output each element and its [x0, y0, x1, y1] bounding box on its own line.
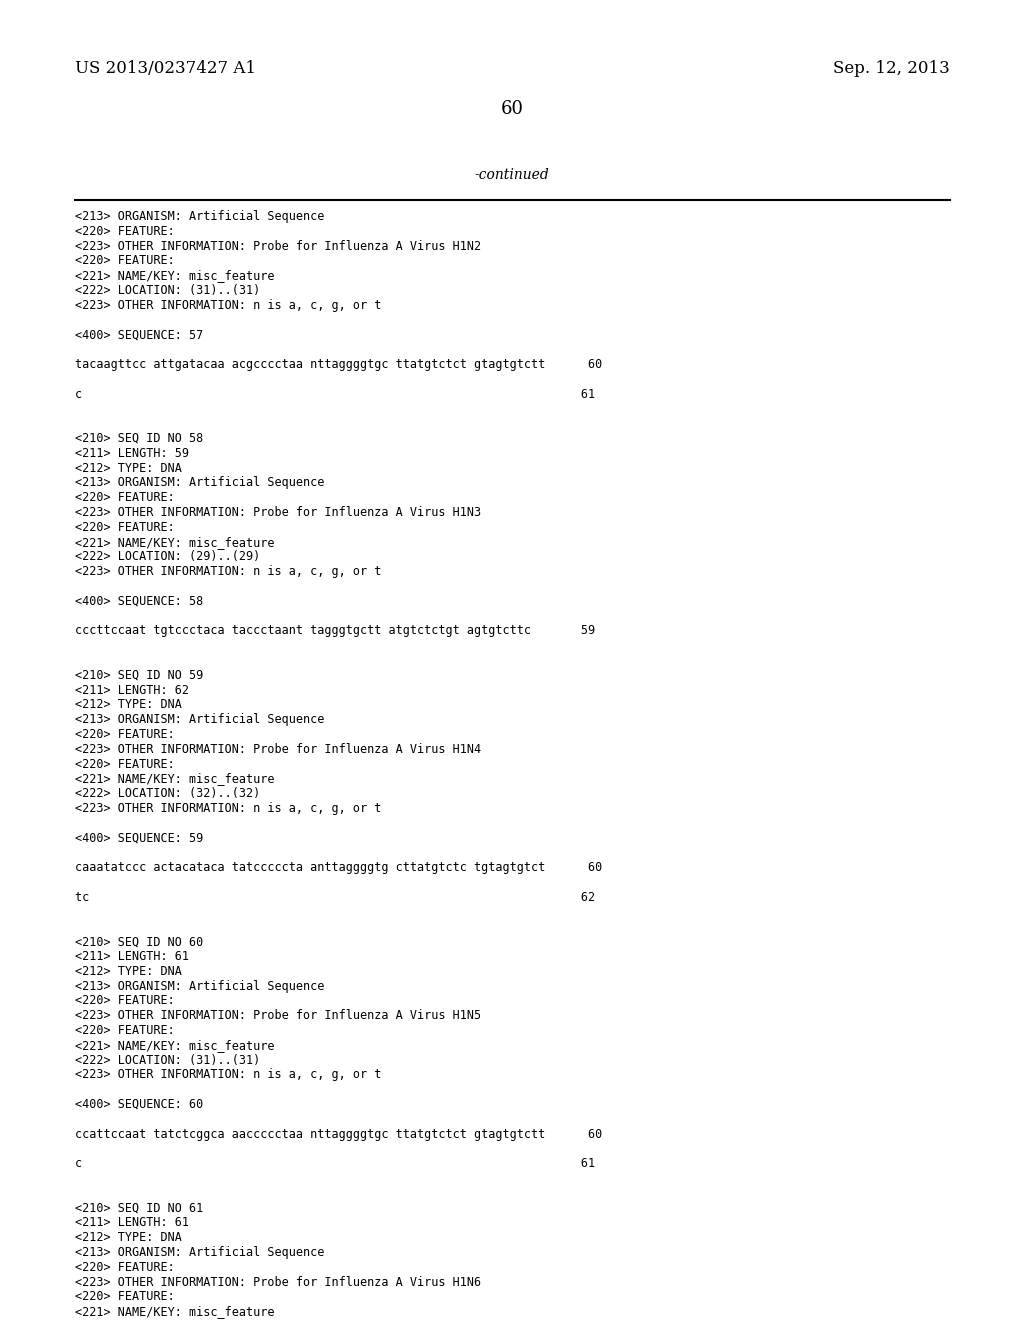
Text: caaatatccc actacataca tatcccccta anttaggggtg cttatgtctc tgtagtgtct      60: caaatatccc actacataca tatcccccta anttagg… [75, 861, 602, 874]
Text: -continued: -continued [475, 168, 549, 182]
Text: <220> FEATURE:: <220> FEATURE: [75, 491, 175, 504]
Text: <220> FEATURE:: <220> FEATURE: [75, 1291, 175, 1303]
Text: US 2013/0237427 A1: US 2013/0237427 A1 [75, 59, 256, 77]
Text: <211> LENGTH: 62: <211> LENGTH: 62 [75, 684, 189, 697]
Text: <220> FEATURE:: <220> FEATURE: [75, 1024, 175, 1038]
Text: <223> OTHER INFORMATION: Probe for Influenza A Virus H1N4: <223> OTHER INFORMATION: Probe for Influ… [75, 743, 481, 756]
Text: <220> FEATURE:: <220> FEATURE: [75, 224, 175, 238]
Text: <213> ORGANISM: Artificial Sequence: <213> ORGANISM: Artificial Sequence [75, 713, 325, 726]
Text: <223> OTHER INFORMATION: n is a, c, g, or t: <223> OTHER INFORMATION: n is a, c, g, o… [75, 298, 381, 312]
Text: <211> LENGTH: 61: <211> LENGTH: 61 [75, 950, 189, 964]
Text: <222> LOCATION: (31)..(31): <222> LOCATION: (31)..(31) [75, 284, 260, 297]
Text: c                                                                      61: c 61 [75, 1158, 595, 1171]
Text: <212> TYPE: DNA: <212> TYPE: DNA [75, 462, 182, 475]
Text: <212> TYPE: DNA: <212> TYPE: DNA [75, 698, 182, 711]
Text: <210> SEQ ID NO 60: <210> SEQ ID NO 60 [75, 935, 203, 948]
Text: <222> LOCATION: (29)..(29): <222> LOCATION: (29)..(29) [75, 550, 260, 564]
Text: <222> LOCATION: (31)..(31): <222> LOCATION: (31)..(31) [75, 1053, 260, 1067]
Text: <223> OTHER INFORMATION: n is a, c, g, or t: <223> OTHER INFORMATION: n is a, c, g, o… [75, 803, 381, 814]
Text: <223> OTHER INFORMATION: n is a, c, g, or t: <223> OTHER INFORMATION: n is a, c, g, o… [75, 1068, 381, 1081]
Text: <221> NAME/KEY: misc_feature: <221> NAME/KEY: misc_feature [75, 1305, 274, 1319]
Text: <213> ORGANISM: Artificial Sequence: <213> ORGANISM: Artificial Sequence [75, 210, 325, 223]
Text: <222> LOCATION: (32)..(32): <222> LOCATION: (32)..(32) [75, 787, 260, 800]
Text: <220> FEATURE:: <220> FEATURE: [75, 255, 175, 268]
Text: cccttccaat tgtccctaca taccctaant tagggtgctt atgtctctgt agtgtcttc       59: cccttccaat tgtccctaca taccctaant tagggtg… [75, 624, 595, 638]
Text: <220> FEATURE:: <220> FEATURE: [75, 758, 175, 771]
Text: 60: 60 [501, 100, 523, 117]
Text: <220> FEATURE:: <220> FEATURE: [75, 994, 175, 1007]
Text: Sep. 12, 2013: Sep. 12, 2013 [834, 59, 950, 77]
Text: <221> NAME/KEY: misc_feature: <221> NAME/KEY: misc_feature [75, 269, 274, 282]
Text: <400> SEQUENCE: 60: <400> SEQUENCE: 60 [75, 1098, 203, 1111]
Text: <223> OTHER INFORMATION: Probe for Influenza A Virus H1N2: <223> OTHER INFORMATION: Probe for Influ… [75, 240, 481, 252]
Text: <221> NAME/KEY: misc_feature: <221> NAME/KEY: misc_feature [75, 1039, 274, 1052]
Text: <210> SEQ ID NO 58: <210> SEQ ID NO 58 [75, 432, 203, 445]
Text: <221> NAME/KEY: misc_feature: <221> NAME/KEY: misc_feature [75, 536, 274, 549]
Text: <400> SEQUENCE: 57: <400> SEQUENCE: 57 [75, 329, 203, 342]
Text: <223> OTHER INFORMATION: Probe for Influenza A Virus H1N5: <223> OTHER INFORMATION: Probe for Influ… [75, 1010, 481, 1022]
Text: <210> SEQ ID NO 61: <210> SEQ ID NO 61 [75, 1201, 203, 1214]
Text: <210> SEQ ID NO 59: <210> SEQ ID NO 59 [75, 669, 203, 682]
Text: <220> FEATURE:: <220> FEATURE: [75, 729, 175, 741]
Text: <213> ORGANISM: Artificial Sequence: <213> ORGANISM: Artificial Sequence [75, 979, 325, 993]
Text: ccattccaat tatctcggca aaccccctaa nttaggggtgc ttatgtctct gtagtgtctt      60: ccattccaat tatctcggca aaccccctaa nttaggg… [75, 1127, 602, 1140]
Text: <211> LENGTH: 61: <211> LENGTH: 61 [75, 1217, 189, 1229]
Text: <213> ORGANISM: Artificial Sequence: <213> ORGANISM: Artificial Sequence [75, 1246, 325, 1259]
Text: <223> OTHER INFORMATION: n is a, c, g, or t: <223> OTHER INFORMATION: n is a, c, g, o… [75, 565, 381, 578]
Text: <400> SEQUENCE: 59: <400> SEQUENCE: 59 [75, 832, 203, 845]
Text: <220> FEATURE:: <220> FEATURE: [75, 521, 175, 533]
Text: <223> OTHER INFORMATION: Probe for Influenza A Virus H1N3: <223> OTHER INFORMATION: Probe for Influ… [75, 506, 481, 519]
Text: <400> SEQUENCE: 58: <400> SEQUENCE: 58 [75, 595, 203, 607]
Text: <213> ORGANISM: Artificial Sequence: <213> ORGANISM: Artificial Sequence [75, 477, 325, 490]
Text: <212> TYPE: DNA: <212> TYPE: DNA [75, 965, 182, 978]
Text: <212> TYPE: DNA: <212> TYPE: DNA [75, 1232, 182, 1245]
Text: <221> NAME/KEY: misc_feature: <221> NAME/KEY: misc_feature [75, 772, 274, 785]
Text: tacaagttcc attgatacaa acgcccctaa nttaggggtgc ttatgtctct gtagtgtctt      60: tacaagttcc attgatacaa acgcccctaa nttaggg… [75, 358, 602, 371]
Text: c                                                                      61: c 61 [75, 388, 595, 400]
Text: tc                                                                     62: tc 62 [75, 891, 595, 904]
Text: <223> OTHER INFORMATION: Probe for Influenza A Virus H1N6: <223> OTHER INFORMATION: Probe for Influ… [75, 1275, 481, 1288]
Text: <220> FEATURE:: <220> FEATURE: [75, 1261, 175, 1274]
Text: <211> LENGTH: 59: <211> LENGTH: 59 [75, 446, 189, 459]
